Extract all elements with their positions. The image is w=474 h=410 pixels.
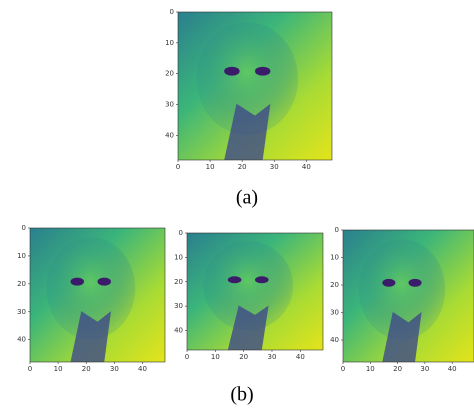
y-tick-label: 30 bbox=[17, 308, 26, 316]
x-tick-label: 0 bbox=[176, 163, 180, 171]
y-tick-label: 40 bbox=[330, 336, 339, 344]
y-tick-label: 10 bbox=[330, 254, 339, 262]
x-tick-label: 10 bbox=[54, 365, 63, 373]
y-tick-label: 20 bbox=[165, 70, 174, 78]
y-tick-label: 0 bbox=[335, 226, 339, 234]
image-detail bbox=[98, 278, 112, 286]
x-tick-label: 30 bbox=[268, 353, 277, 361]
x-tick-label: 30 bbox=[420, 365, 429, 373]
y-tick-label: 10 bbox=[17, 252, 26, 260]
y-tick-label: 30 bbox=[330, 309, 339, 317]
x-tick-label: 40 bbox=[302, 163, 311, 171]
x-tick-label: 30 bbox=[110, 365, 119, 373]
image-detail bbox=[224, 67, 239, 76]
image-detail bbox=[71, 278, 85, 286]
y-tick-label: 10 bbox=[174, 253, 183, 261]
caption: (b) bbox=[230, 384, 253, 406]
x-tick-label: 10 bbox=[206, 163, 215, 171]
y-tick-label: 0 bbox=[22, 224, 26, 232]
y-tick-label: 30 bbox=[174, 302, 183, 310]
y-tick-label: 20 bbox=[174, 278, 183, 286]
x-tick-label: 0 bbox=[341, 365, 345, 373]
y-tick-label: 0 bbox=[170, 8, 174, 16]
x-tick-label: 40 bbox=[448, 365, 457, 373]
x-tick-label: 0 bbox=[28, 365, 32, 373]
image-detail bbox=[255, 276, 269, 283]
x-tick-label: 20 bbox=[393, 365, 402, 373]
y-tick-label: 0 bbox=[179, 229, 183, 237]
figure: (a) (b) 0 10 20 30 40 0 10 20 30 40 0 10 20 30 40 0 10 20… bbox=[0, 0, 474, 410]
y-tick-label: 10 bbox=[165, 39, 174, 47]
x-tick-label: 40 bbox=[138, 365, 147, 373]
image-detail bbox=[255, 67, 270, 76]
x-tick-label: 10 bbox=[366, 365, 375, 373]
y-tick-label: 40 bbox=[174, 327, 183, 335]
x-tick-label: 20 bbox=[238, 163, 247, 171]
x-tick-label: 20 bbox=[82, 365, 91, 373]
x-tick-label: 0 bbox=[185, 353, 189, 361]
y-tick-label: 20 bbox=[17, 280, 26, 288]
x-tick-label: 30 bbox=[270, 163, 279, 171]
y-tick-label: 40 bbox=[17, 336, 26, 344]
image-detail bbox=[382, 279, 395, 287]
caption: (a) bbox=[236, 187, 258, 209]
y-tick-label: 30 bbox=[165, 101, 174, 109]
y-tick-label: 20 bbox=[330, 281, 339, 289]
image-detail bbox=[228, 276, 242, 283]
y-tick-label: 40 bbox=[165, 131, 174, 139]
x-tick-label: 20 bbox=[239, 353, 248, 361]
image-detail bbox=[409, 279, 422, 287]
x-tick-label: 40 bbox=[296, 353, 305, 361]
x-tick-label: 10 bbox=[211, 353, 220, 361]
